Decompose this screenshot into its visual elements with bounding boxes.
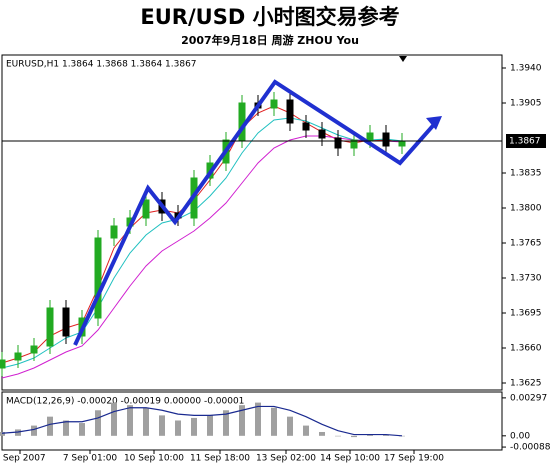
candle-body: [142, 199, 150, 219]
macd-bar: [159, 415, 165, 436]
macd-bar: [191, 417, 197, 436]
macd-bar: [47, 416, 53, 436]
y-tick-label: 1.3625: [510, 379, 542, 389]
x-tick-label: 14 Sep 10:00: [320, 454, 380, 463]
x-tick-label: 17 Sep 19:00: [384, 454, 444, 463]
y-tick-label: 1.3695: [510, 309, 542, 319]
macd-bar: [303, 425, 309, 436]
candle-body: [94, 237, 102, 319]
macd-bar: [223, 410, 229, 436]
candle-body: [110, 225, 118, 239]
y-tick-label: 1.3835: [510, 169, 542, 179]
macd-panel: [1, 391, 503, 451]
candle-body: [46, 307, 54, 347]
macd-bar: [31, 425, 37, 436]
macd-bar: [63, 420, 69, 436]
candle-body: [286, 99, 294, 124]
macd-bar: [351, 435, 357, 438]
candle-body: [398, 140, 406, 147]
candle-body: [382, 132, 390, 147]
y-tick-label: 1.3940: [510, 64, 542, 74]
candle-body: [366, 132, 374, 141]
current-price-box: [506, 134, 546, 148]
y-tick-label: 1.3800: [510, 204, 542, 214]
macd-bar: [255, 402, 261, 436]
signal-line: [1, 405, 403, 437]
macd-bar: [271, 407, 277, 436]
macd-bar: [175, 420, 181, 436]
macd-bar: [0, 431, 5, 436]
candle-body: [334, 137, 342, 149]
macd-bar: [383, 434, 389, 436]
macd-header: MACD(12,26,9) -0.00020 -0.00019 0.00000 …: [6, 397, 244, 407]
macd-bar: [399, 435, 405, 437]
shift-marker: [399, 56, 407, 62]
x-tick-label: 11 Sep 18:00: [190, 454, 250, 463]
macd-bar: [319, 431, 325, 436]
x-tick-label: 10 Sep 10:00: [124, 454, 184, 463]
macd-bar: [207, 415, 213, 436]
macd-bar: [335, 435, 341, 437]
y-tick-label: 1.3905: [510, 99, 542, 109]
macd-bar: [239, 405, 245, 436]
candle-body: [0, 359, 6, 369]
macd-bar: [111, 402, 117, 436]
x-tick-label: 13 Sep 02:00: [256, 454, 316, 463]
price-panel: [1, 54, 503, 391]
current-price-label: 1.3867: [509, 137, 541, 147]
macd-bar: [287, 416, 293, 436]
macd-bar: [143, 407, 149, 436]
x-tick-label: 7 Sep 01:00: [63, 454, 118, 463]
candle-body: [302, 122, 310, 131]
y-tick-label: 0.00297: [510, 393, 547, 403]
macd-bar: [15, 429, 21, 436]
candle-body: [30, 345, 38, 354]
chart-title: EUR/USD 小时图交易参考: [140, 5, 399, 29]
y-tick-label: -0.00088: [510, 443, 550, 453]
price-header: EURUSD,H1 1.3864 1.3868 1.3864 1.3867: [6, 60, 197, 70]
y-tick-label: 1.3765: [510, 239, 542, 249]
candle-body: [14, 352, 22, 361]
y-tick-label: 0.00: [510, 431, 530, 441]
candle-body: [318, 129, 326, 139]
candle-body: [62, 307, 70, 337]
macd-bar: [127, 405, 133, 436]
macd-bar: [95, 410, 101, 436]
y-tick-label: 1.3660: [510, 344, 542, 354]
y-tick-label: 1.3730: [510, 274, 542, 284]
moving-average: [1, 117, 403, 369]
trend-arrowhead: [426, 116, 442, 130]
macd-bar: [367, 434, 373, 436]
candle-body: [270, 99, 278, 109]
macd-bar: [79, 423, 85, 436]
candle-body: [350, 139, 358, 149]
trend-path: [73, 79, 440, 346]
x-tick-label: 5 Sep 2007: [0, 454, 46, 463]
chart-subtitle: 2007年9月18日 周游 ZHOU You: [181, 33, 359, 47]
